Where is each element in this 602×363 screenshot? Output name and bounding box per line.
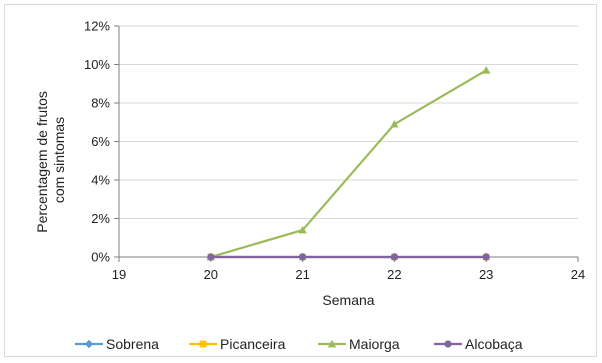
legend-label: Sobrena (106, 336, 159, 352)
y-tick-label: 12% (84, 19, 110, 34)
legend-marker (327, 339, 337, 348)
legend-marker (444, 340, 452, 348)
series-alcobaça (207, 253, 490, 261)
data-point (207, 253, 215, 261)
data-point (299, 253, 307, 261)
legend-marker (84, 339, 94, 349)
gridlines (119, 25, 578, 219)
y-tick-label: 8% (91, 96, 110, 111)
data-point (482, 253, 490, 261)
y-axis-title-line-1: Percentagem de frutos (34, 91, 50, 233)
x-tick-label: 24 (571, 267, 585, 282)
x-tick-label: 22 (387, 267, 401, 282)
y-tick-label: 10% (84, 57, 110, 72)
axes (114, 25, 579, 262)
data-point (390, 119, 399, 128)
x-tick-label: 19 (112, 267, 126, 282)
x-axis-ticks: 19 20 21 22 23 24 (112, 267, 585, 282)
y-tick-label: 6% (91, 134, 110, 149)
legend-item-alcobaça: Alcobaça (434, 336, 523, 352)
data-point (298, 225, 307, 234)
series-group (206, 66, 491, 262)
legend-item-sobrena: Sobrena (75, 336, 159, 352)
legend-item-picanceira: Picanceira (189, 336, 286, 352)
y-tick-label: 4% (91, 173, 110, 188)
y-axis-ticks: 0% 2% 4% 6% 8% 10% 12% (84, 19, 110, 265)
y-tick-label: 0% (91, 250, 110, 265)
y-axis-title-line-2: com sintomas (51, 117, 67, 203)
data-point (482, 66, 491, 74)
x-axis-title: Semana (322, 292, 374, 308)
x-tick-label: 20 (204, 267, 218, 282)
x-tick-label: 23 (479, 267, 493, 282)
legend-label: Maiorga (349, 336, 400, 352)
y-axis-title: Percentagem de frutos com sintomas (34, 87, 67, 233)
legend-label: Alcobaça (465, 336, 523, 352)
legend-item-maiorga: Maiorga (318, 336, 400, 352)
series-maiorga (206, 66, 491, 261)
data-point (390, 253, 398, 261)
legend-marker (199, 340, 207, 348)
legend-label: Picanceira (220, 336, 286, 352)
legend: Sobrena Picanceira Maiorga Alcobaça (75, 336, 523, 352)
series-line (210, 69, 487, 259)
y-tick-label: 2% (91, 211, 110, 226)
x-tick-label: 21 (295, 267, 309, 282)
